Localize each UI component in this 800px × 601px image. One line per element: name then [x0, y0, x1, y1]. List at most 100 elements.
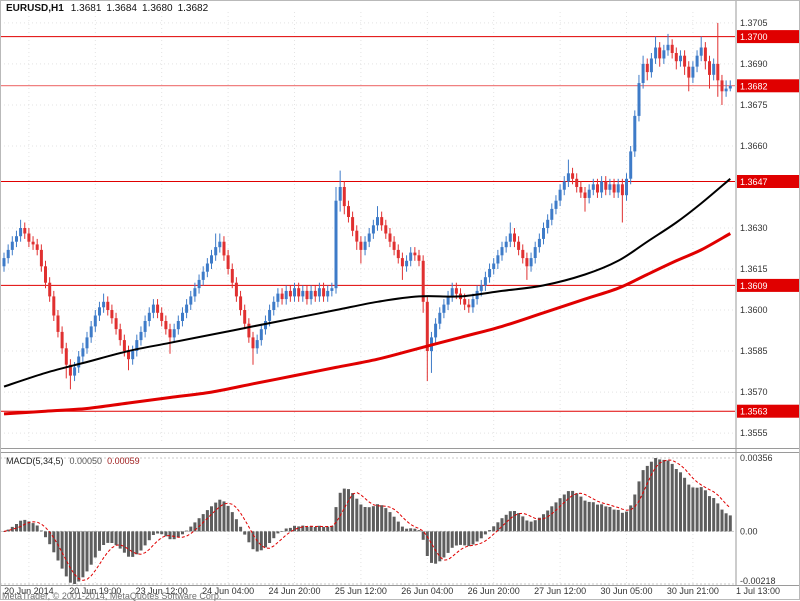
macd-bar — [139, 531, 143, 551]
macd-bar — [359, 504, 363, 532]
macd-bar — [629, 505, 633, 532]
candle-down — [106, 301, 110, 310]
candle-down — [122, 340, 126, 351]
macd-bar — [301, 525, 305, 532]
ohlc-high: 1.3684 — [106, 3, 137, 14]
candle-down — [596, 184, 599, 193]
macd-indicator-name: MACD(5,34,5) — [6, 456, 64, 466]
candle-up — [492, 263, 496, 269]
macd-bar — [641, 470, 645, 532]
price-tick-label: 1.3660 — [740, 141, 768, 151]
macd-bar — [27, 521, 31, 532]
candle-up — [193, 288, 197, 297]
candle-up — [201, 271, 205, 280]
candle-up — [654, 47, 658, 59]
candle-up — [566, 173, 570, 182]
macd-bar — [662, 459, 666, 532]
macd-bar — [330, 525, 334, 532]
candle-down — [230, 269, 234, 283]
macd-bar — [463, 531, 467, 546]
candle-up — [608, 184, 612, 190]
macd-bar — [205, 510, 209, 532]
macd-bar — [106, 531, 110, 543]
candle-up — [450, 288, 454, 297]
candle-up — [139, 331, 143, 341]
macd-bar — [127, 531, 130, 557]
candle-up — [438, 312, 442, 324]
candle-down — [645, 63, 649, 73]
macd-bar — [176, 531, 180, 538]
candle-down — [305, 290, 309, 300]
macd-bar — [554, 502, 558, 532]
candle-down — [708, 61, 711, 75]
macd-bar — [583, 500, 587, 532]
chart-header: EURUSD,H1 1.3681 1.3684 1.3680 1.3682 — [6, 3, 213, 14]
candle-up — [371, 225, 375, 234]
candle-up — [666, 44, 670, 51]
time-axis-label: 1 Jul 13:00 — [736, 586, 780, 596]
macd-bar — [193, 522, 197, 532]
price-tick-label: 1.3585 — [740, 346, 768, 356]
candle-down — [720, 80, 724, 92]
macd-bar — [68, 531, 72, 583]
macd-bar — [587, 501, 591, 532]
time-axis-label: 20 Jun 19:00 — [69, 586, 121, 596]
macd-bar — [39, 530, 43, 532]
candle-up — [409, 252, 413, 261]
macd-bar — [210, 506, 213, 532]
candle-down — [392, 241, 396, 250]
candle-down — [52, 296, 56, 316]
candle-up — [679, 55, 682, 62]
macd-bar — [674, 469, 678, 532]
candle-down — [351, 217, 355, 231]
macd-bar — [276, 531, 280, 534]
macd-bar — [566, 491, 570, 532]
candle-up — [508, 233, 512, 242]
macd-bar — [317, 525, 321, 532]
macd-bar — [48, 531, 52, 545]
candle-up — [301, 290, 305, 297]
time-axis-label: 25 Jun 12:00 — [335, 586, 387, 596]
candle-up — [151, 304, 155, 313]
candle-up — [363, 241, 367, 250]
candle-down — [156, 304, 160, 313]
candle-down — [23, 228, 27, 234]
candle-up — [89, 326, 93, 338]
macd-bar — [230, 512, 234, 532]
candle-up — [483, 277, 487, 286]
price-tick-label: 1.3675 — [740, 100, 768, 110]
macd-bar — [313, 527, 317, 532]
candle-up — [500, 247, 504, 256]
candle-down — [703, 47, 707, 62]
macd-bar — [102, 531, 106, 545]
macd-bar — [23, 519, 27, 532]
macd-bar — [284, 528, 288, 532]
candle-up — [197, 279, 201, 289]
macd-bar — [616, 509, 620, 532]
candle-up — [172, 329, 176, 338]
candle-up — [19, 228, 23, 237]
macd-bar — [434, 531, 438, 564]
candle-up — [446, 296, 450, 305]
candle-up — [131, 351, 135, 360]
macd-bar — [525, 520, 529, 532]
time-axis-label: 30 Jun 21:00 — [667, 586, 719, 596]
macd-bar — [98, 531, 101, 551]
level-price-label-box — [737, 404, 799, 418]
candle-down — [687, 66, 691, 78]
macd-bar — [135, 531, 139, 555]
macd-bar — [234, 519, 238, 532]
macd-bar — [392, 516, 396, 532]
ohlc-low: 1.3680 — [141, 3, 173, 14]
candle-up — [293, 288, 296, 297]
candle-down — [239, 296, 243, 311]
macd-signal-line — [3, 459, 731, 581]
candle-up — [724, 88, 728, 92]
candle-down — [388, 233, 392, 242]
macd-bar — [259, 531, 263, 551]
candle-down — [463, 299, 467, 305]
candle-down — [247, 323, 251, 338]
candle-down — [521, 249, 525, 259]
